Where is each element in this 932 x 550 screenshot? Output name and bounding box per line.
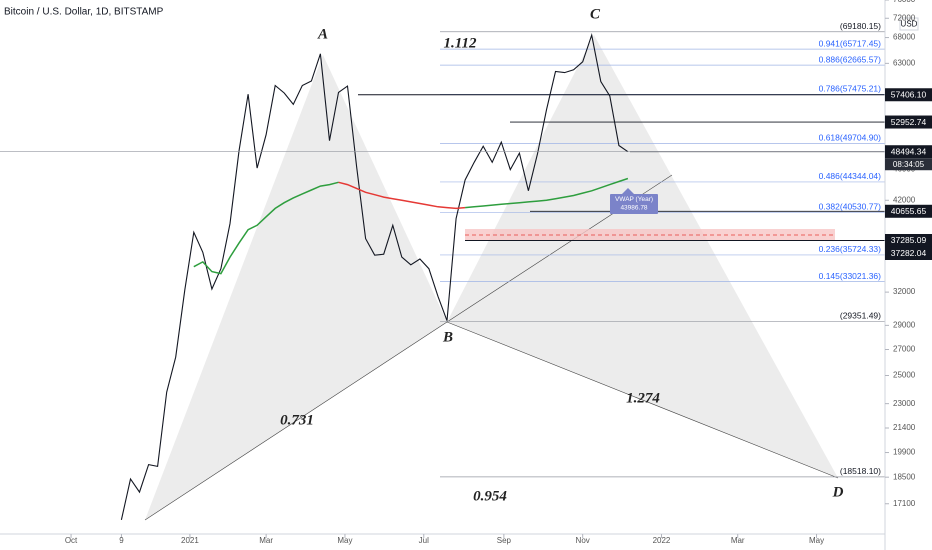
x-tick-label: 2022 <box>653 536 671 545</box>
y-tick-label: 19900 <box>893 448 916 457</box>
pattern-label: B <box>442 329 453 345</box>
price-tag-label: 57406.10 <box>891 90 927 100</box>
fib-label: 0.236(35724.33) <box>819 244 882 254</box>
price-tag <box>885 145 932 159</box>
price-tag <box>885 204 932 218</box>
x-tick-label: May <box>337 536 352 545</box>
fib-label: (69180.15) <box>840 21 881 31</box>
pattern-bcd <box>447 35 838 478</box>
x-tick-label: Oct <box>65 536 78 545</box>
pattern-label: D <box>832 484 844 500</box>
x-tick-label: Mar <box>731 536 745 545</box>
x-tick-label: May <box>809 536 824 545</box>
y-tick-label: 25000 <box>893 371 916 380</box>
x-tick-label: Mar <box>259 536 273 545</box>
pattern-line <box>446 321 839 479</box>
fib-label: (29351.49) <box>840 311 881 321</box>
y-tick-label: 21400 <box>893 423 916 432</box>
fib-label: 0.486(44344.04) <box>819 171 882 181</box>
vwap-value: 43986.78 <box>620 205 647 212</box>
price-tag-label: 37285.09 <box>891 235 927 245</box>
pattern-label: 1.274 <box>626 390 660 406</box>
moving-average <box>193 181 339 275</box>
price-tag-label: 52952.74 <box>891 117 927 127</box>
y-tick-label: 23000 <box>893 399 916 408</box>
y-tick-label: 29000 <box>893 320 916 329</box>
x-tick-label: 2021 <box>181 536 199 545</box>
chart-title: Bitcoin / U.S. Dollar, 1D, BITSTAMP <box>4 7 164 18</box>
y-tick-label: 32000 <box>893 287 916 296</box>
moving-average <box>338 181 466 210</box>
price-tag-label: 37282.04 <box>891 248 927 258</box>
pattern-label: C <box>590 6 601 22</box>
fib-label: 0.382(40530.77) <box>819 202 882 212</box>
vwap-label: VWAP (Year) <box>615 196 653 203</box>
fib-label: 0.786(57475.21) <box>819 84 882 94</box>
vwap-pointer <box>622 188 634 194</box>
fib-label: 0.618(49704.90) <box>819 133 882 143</box>
moving-average <box>465 177 629 209</box>
price-tag <box>885 115 932 129</box>
price-tag <box>885 233 932 247</box>
fib-label: 0.145(33021.36) <box>819 271 882 281</box>
x-tick-label: Jul <box>419 536 429 545</box>
y-tick-label: 76000 <box>893 0 916 4</box>
price-tag-label: 40655.65 <box>891 206 927 216</box>
fib-label: 0.941(65717.45) <box>819 38 882 48</box>
y-tick-label: 68000 <box>893 33 916 42</box>
pattern-xab <box>145 55 447 520</box>
y-tick-label: 63000 <box>893 58 916 67</box>
plot: (69180.15) 0.941(65717.45) 0.886(62665.57)… <box>0 6 885 521</box>
pattern-label: 0.954 <box>473 488 507 504</box>
pattern-label: A <box>317 26 328 42</box>
currency: USD <box>901 20 918 29</box>
price-tag-label: 48494.34 <box>891 146 927 156</box>
y-tick-label: 27000 <box>893 345 916 354</box>
y-tick-label: 17100 <box>893 499 916 508</box>
vwap-box <box>610 194 658 214</box>
countdown-box <box>885 158 932 171</box>
pattern-line <box>144 321 448 521</box>
fib-label: 0.886(62665.57) <box>819 54 882 64</box>
axis-layer: 7600072000680006300046000420003200029000… <box>65 0 932 545</box>
currency-box <box>899 17 919 31</box>
price-tag <box>885 246 932 260</box>
y-tick-label: 42000 <box>893 195 916 204</box>
x-tick-label: Nov <box>576 536 590 545</box>
pattern-label: 0.731 <box>280 412 314 428</box>
x-tick-label: Sep <box>497 536 512 545</box>
countdown: 08:34:05 <box>893 160 925 169</box>
price-axis <box>885 0 932 550</box>
fib-label: (18518.10) <box>840 466 881 476</box>
y-tick-label: 72000 <box>893 13 916 22</box>
y-tick-label: 18500 <box>893 472 916 481</box>
price-tag <box>885 88 932 102</box>
x-tick-label: 9 <box>119 536 124 545</box>
pattern-label: 1.112 <box>444 35 477 51</box>
